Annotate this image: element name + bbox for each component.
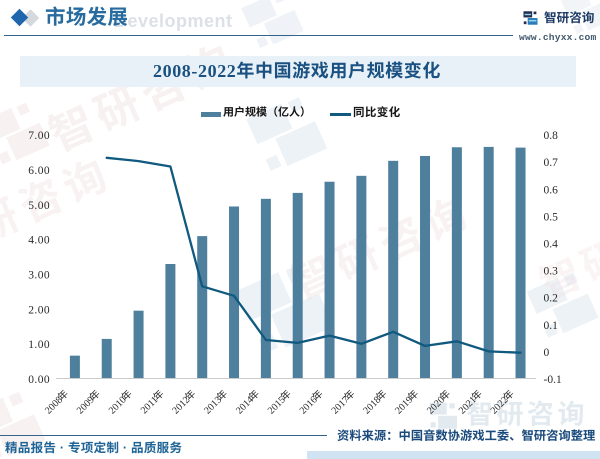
bar-2018年 [388, 160, 399, 379]
y-left-tick: 4.00 [28, 235, 50, 247]
brand-url: www.chyxx.com [519, 31, 597, 43]
legend-line-label [353, 105, 403, 119]
brand-name [543, 10, 597, 26]
section-diamond-icon [10, 8, 40, 27]
chart-title: 2008-2022 [153, 61, 443, 82]
bar-2015年 [292, 192, 303, 379]
y-right-tick: 0.1 [544, 320, 559, 332]
x-tick-2014年: 2014 [234, 389, 259, 416]
bar-2010年 [133, 310, 144, 379]
x-tick-2011年: 2011 [139, 389, 164, 416]
footer-tagline: · · [5, 441, 185, 456]
x-tick-2012年: 2012 [170, 389, 195, 416]
svg-text:·: · [56, 441, 68, 455]
bar-2013年 [229, 206, 240, 379]
y-left-tick: 5.00 [28, 200, 50, 212]
x-tick-2008年: 2008 [43, 389, 68, 416]
x-tick-2019年: 2019 [393, 389, 418, 416]
bar-2008年 [69, 355, 80, 379]
y-left-tick: 2.00 [28, 304, 50, 316]
svg-text:2008-2022: 2008-2022 [153, 61, 236, 81]
x-tick-2022年: 2022 [489, 389, 514, 416]
y-left-tick: 1.00 [28, 339, 50, 351]
x-tick-2009年: 2009 [75, 389, 100, 416]
y-left-tick: 3.00 [28, 270, 50, 282]
chart-title-bar: 2008-2022 [20, 56, 576, 87]
x-tick-2010年: 2010 [107, 389, 132, 416]
bar-2016年 [324, 181, 335, 379]
x-tick-2016年: 2016 [298, 389, 323, 416]
data-source-note [336, 428, 598, 443]
y-left-tick: 6.00 [28, 165, 50, 177]
y-right-tick: 0.7 [544, 157, 559, 169]
bar-2017年 [356, 175, 367, 379]
svg-text:·: · [119, 441, 131, 455]
y-right-tick: -0.1 [544, 374, 562, 386]
y-left-tick: 7.00 [28, 130, 50, 142]
footer-divider [0, 434, 327, 436]
bar-2009年 [101, 338, 112, 379]
bar-2021年 [483, 146, 494, 379]
header-watermark-text: Development [114, 11, 233, 31]
x-tick-2017年: 2017 [330, 389, 355, 416]
x-tick-2013年: 2013 [202, 389, 227, 416]
x-tick-2015年: 2015 [266, 389, 291, 416]
x-tick-2018年: 2018 [361, 389, 386, 416]
bar-2020年 [451, 147, 462, 379]
y-right-tick: 0.5 [544, 211, 559, 223]
y-right-tick: 0.3 [544, 266, 559, 278]
y-right-tick: 0.2 [544, 293, 559, 305]
page-section-title [45, 6, 131, 29]
header-divider [4, 35, 513, 36]
x-tick-2020年: 2020 [425, 389, 450, 416]
legend-line-swatch [329, 113, 351, 116]
y-right-tick: 0.6 [544, 184, 559, 196]
bar-2022年 [515, 147, 526, 379]
y-right-tick: 0.8 [544, 130, 559, 142]
x-tick-2021年: 2021 [457, 389, 482, 416]
legend-bar-label [223, 106, 313, 119]
legend-bar-swatch [201, 111, 221, 117]
yoy-line-series [105, 156, 522, 354]
y-right-tick: 0.4 [544, 239, 559, 251]
y-left-tick: 0.00 [28, 374, 50, 386]
bar-2014年 [260, 198, 271, 379]
bar-2012年 [197, 236, 208, 379]
bar-2019年 [420, 155, 431, 379]
footer-corner-strip [307, 451, 600, 459]
y-right-tick: 0 [544, 347, 550, 359]
bar-2011年 [165, 264, 176, 379]
brand-logo-icon [523, 10, 537, 25]
